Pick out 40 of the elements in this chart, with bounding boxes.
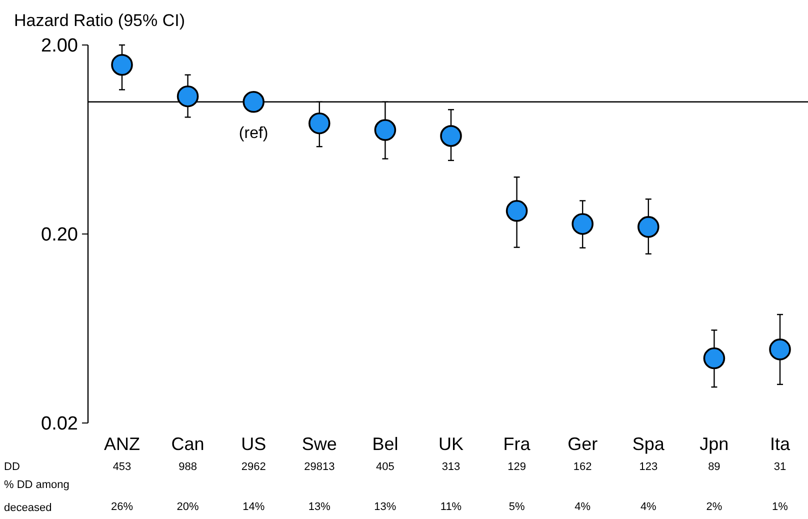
- x-tick-label: Jpn: [700, 434, 729, 454]
- x-tick-label: Ita: [770, 434, 791, 454]
- text: % DD among deceased: [4, 479, 70, 514]
- annotation: (ref): [238, 124, 268, 142]
- text: 162: [573, 461, 592, 473]
- x-tick-label: Ger: [568, 434, 598, 454]
- chart-title: Hazard Ratio (95% CI): [14, 11, 186, 30]
- text: 5%: [508, 501, 525, 513]
- y-tick-label: 0.02: [41, 414, 78, 435]
- text: 313: [442, 461, 460, 473]
- text: 89: [708, 461, 720, 473]
- x-tick-label: Bel: [372, 434, 398, 454]
- text: 31: [774, 461, 786, 473]
- text: 405: [376, 461, 394, 473]
- x-tick-label: US: [241, 434, 266, 454]
- x-tick-label: Can: [171, 434, 204, 454]
- text: 13%: [374, 501, 396, 513]
- text: DD: [4, 461, 20, 473]
- text: 129: [508, 461, 526, 473]
- text: 2%: [706, 501, 722, 513]
- text: 26%: [110, 501, 134, 513]
- text: 14%: [242, 501, 265, 513]
- text: 988: [178, 461, 197, 473]
- x-tick-label: UK: [438, 434, 464, 454]
- text: 29813: [304, 461, 335, 473]
- text: 4%: [640, 501, 657, 513]
- text: 2962: [241, 461, 266, 473]
- x-tick-label: Spa: [632, 434, 666, 454]
- text: 20%: [176, 501, 200, 513]
- y-tick-label: 2.00: [41, 36, 78, 57]
- text: 123: [639, 461, 658, 473]
- x-tick-label: Fra: [503, 434, 532, 454]
- text: 453: [112, 461, 132, 473]
- text: 1%: [772, 501, 788, 513]
- text: 4%: [574, 501, 591, 513]
- x-tick-label: ANZ: [104, 434, 140, 454]
- y-tick-label: 0.20: [41, 224, 78, 246]
- text: 11%: [440, 501, 462, 513]
- text: 13%: [308, 501, 331, 513]
- x-tick-label: Swe: [302, 434, 337, 454]
